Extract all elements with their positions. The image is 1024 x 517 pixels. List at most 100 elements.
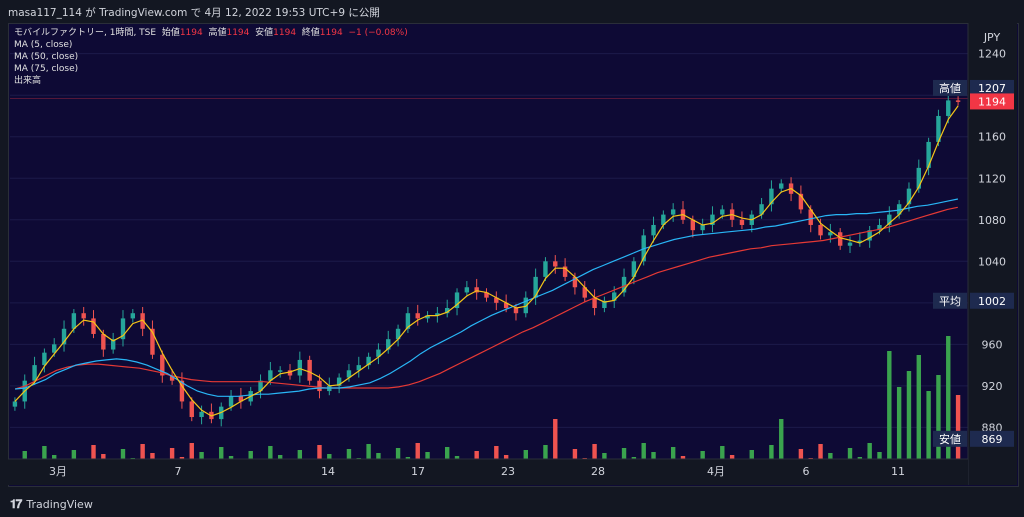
candle-body: [602, 300, 607, 309]
legend-volume[interactable]: 出来高: [14, 76, 42, 86]
price-label-box: [970, 430, 1014, 447]
candle-body: [936, 115, 941, 142]
y-tick-label: 1080: [978, 214, 1006, 227]
currency-label: JPY: [983, 31, 1001, 44]
candle-body: [101, 333, 106, 350]
ma5-line: [14, 105, 959, 417]
candle-body: [582, 287, 587, 298]
candle-body: [317, 380, 322, 392]
candle-body: [779, 183, 784, 189]
legend-close: 1194: [319, 28, 343, 38]
candle-body: [612, 292, 617, 301]
x-tick-label: 4月: [707, 465, 725, 478]
candle-body: [91, 318, 96, 334]
legend-ma75[interactable]: MA (75, close): [14, 64, 79, 74]
candle-body: [926, 141, 931, 168]
candle-body: [32, 365, 37, 381]
candle-body: [769, 188, 774, 205]
legend-ma5[interactable]: MA (5, close): [14, 40, 73, 50]
volume-bar: [887, 351, 892, 471]
candle-body: [386, 339, 391, 350]
candle-body: [494, 297, 499, 303]
candle-body: [307, 359, 312, 381]
candle-body: [906, 188, 912, 205]
price-label-value: 869: [982, 433, 1003, 446]
candle-body: [592, 297, 597, 309]
candle-body: [435, 313, 440, 316]
price-label-name: 平均: [939, 295, 961, 308]
y-tick-label: 1240: [978, 48, 1006, 61]
tradingview-logo-icon: 𝟏𝟕: [10, 497, 22, 511]
volume-bar: [936, 375, 941, 471]
candle-body: [71, 313, 77, 329]
candle-body: [287, 370, 293, 376]
price-chart[interactable]: JPY880920960104010801120116012401207高値11…: [8, 23, 1017, 485]
x-tick-label: 3月: [49, 465, 67, 478]
candle-body: [336, 377, 342, 386]
candle-body: [828, 232, 833, 236]
volume-bar: [926, 391, 931, 471]
legend-ma50[interactable]: MA (50, close): [14, 52, 79, 62]
candle-body: [474, 287, 479, 293]
candle-body: [52, 344, 57, 353]
volume-bar: [189, 443, 194, 471]
candles: [12, 92, 961, 427]
chart-frame: [8, 23, 1019, 487]
candle-body: [523, 297, 528, 314]
price-label-box: [970, 93, 1014, 110]
volume-bar: [916, 355, 921, 471]
candle-body: [867, 230, 872, 241]
candle-body: [543, 261, 548, 277]
legend-symbol: モバイルファクトリー, 1時間, TSE: [14, 28, 157, 38]
price-label-value: 1207: [978, 82, 1006, 95]
legend-low: 1194: [273, 28, 297, 38]
y-tick-label: 1160: [978, 131, 1006, 144]
x-tick-label: 28: [591, 465, 605, 478]
candle-body: [572, 276, 578, 288]
candle-body: [484, 292, 489, 298]
x-tick-label: 23: [501, 465, 515, 478]
candle-body: [356, 365, 361, 371]
legend-high-label: 高値: [208, 28, 227, 38]
volume-bar: [779, 419, 784, 471]
legend-open-label: 始値: [161, 28, 180, 38]
candle-body: [720, 209, 725, 215]
candle-body: [12, 401, 18, 407]
candle-body: [700, 224, 705, 231]
candle-body: [847, 242, 853, 246]
volume-bar: [769, 445, 774, 471]
volume-bar: [867, 443, 872, 471]
candle-body: [798, 193, 804, 210]
candle-body: [739, 219, 745, 225]
candle-body: [160, 354, 165, 376]
volume-bar: [415, 443, 420, 471]
price-label-tag: [933, 430, 967, 447]
candle-body: [661, 214, 666, 225]
candle-body: [150, 328, 155, 355]
candle-body: [710, 214, 715, 225]
volume-bar: [818, 444, 823, 471]
volume-bar: [91, 445, 96, 471]
volume-bar: [543, 445, 548, 471]
candle-body: [376, 349, 381, 357]
candle-body: [405, 313, 411, 329]
candle-body: [120, 318, 126, 340]
volume-bar: [896, 387, 902, 471]
chart-legend: モバイルファクトリー, 1時間, TSE 始値1194 高値1194 安値119…: [14, 27, 408, 87]
y-tick-label: 1120: [978, 172, 1006, 185]
y-tick-label: 920: [982, 380, 1003, 393]
y-tick-label: 1040: [978, 255, 1006, 268]
x-tick-label: 17: [411, 465, 425, 478]
candle-body: [916, 167, 921, 189]
candle-body: [61, 328, 67, 345]
ma75-line: [15, 206, 958, 390]
price-axis: JPY880920960104010801120116012401207高値11…: [933, 23, 1017, 485]
candle-body: [297, 359, 303, 376]
candle-body: [690, 219, 696, 231]
candle-body: [415, 313, 420, 319]
candle-body: [759, 204, 764, 215]
volume-bar: [592, 444, 597, 471]
tradingview-brand[interactable]: 𝟏𝟕 TradingView: [10, 497, 93, 512]
candle-body: [454, 292, 460, 309]
candle-body: [946, 100, 951, 116]
